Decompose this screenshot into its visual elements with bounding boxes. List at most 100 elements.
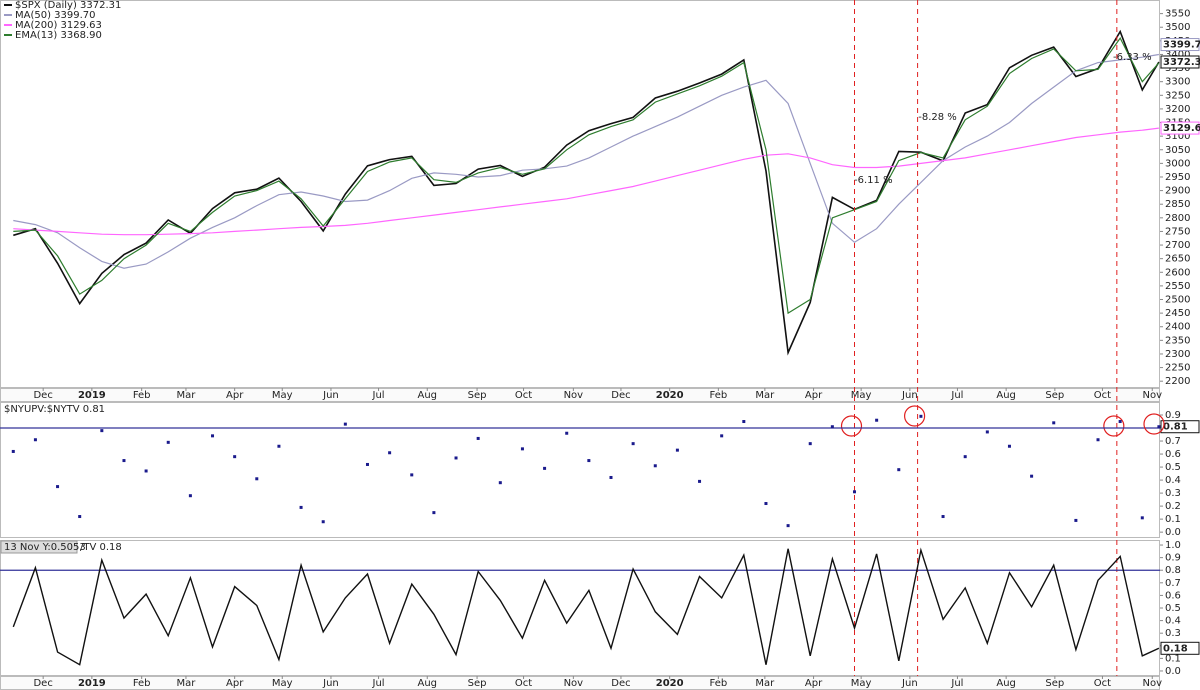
dot xyxy=(11,449,15,453)
dot xyxy=(830,425,834,429)
last-value-box xyxy=(1160,38,1200,52)
last-value-label: 0.18 xyxy=(1163,643,1188,654)
dot xyxy=(78,515,82,519)
panel-title: /TV 0.18 xyxy=(80,542,122,553)
panel-frame xyxy=(0,0,1160,388)
crosshair-label: 13 Nov Y:0.5053 xyxy=(4,542,86,553)
y-tick-label: 1.0 xyxy=(1165,540,1181,551)
x-tick-label: Sep xyxy=(1045,678,1064,689)
dot xyxy=(476,436,480,440)
dot xyxy=(963,455,967,459)
x-tick-label: Sep xyxy=(468,390,487,401)
y-tick-label: 2400 xyxy=(1165,322,1190,333)
x-tick-label: Jul xyxy=(372,678,385,689)
x-tick-label: Oct xyxy=(515,390,532,401)
dot xyxy=(211,434,215,438)
x-tick-label: Aug xyxy=(996,678,1016,689)
x-tick-label: Feb xyxy=(133,678,151,689)
highlight-circle xyxy=(1143,413,1165,435)
dot xyxy=(343,422,347,426)
x-tick-label: Mar xyxy=(177,390,197,401)
dot xyxy=(675,448,679,452)
y-tick-label: 2850 xyxy=(1165,199,1190,210)
x-tick-label: 2019 xyxy=(78,390,106,401)
dot xyxy=(454,456,458,460)
dot xyxy=(166,440,170,444)
y-tick-label: 2600 xyxy=(1165,267,1190,278)
y-tick-label: 3100 xyxy=(1165,131,1190,142)
dot xyxy=(520,447,524,451)
dot xyxy=(56,485,60,489)
x-tick-label: Dec xyxy=(611,678,630,689)
dot xyxy=(897,468,901,472)
x-tick-label: Mar xyxy=(755,390,775,401)
last-value-label: 3399.70 xyxy=(1163,40,1200,51)
y-tick-label: 3500 xyxy=(1165,22,1190,33)
dot xyxy=(698,479,702,483)
y-tick-label: 0.4 xyxy=(1165,616,1181,627)
x-tick-label: Apr xyxy=(805,678,823,689)
x-tick-label: Oct xyxy=(1094,390,1111,401)
series-line xyxy=(12,547,1160,666)
x-axis-band xyxy=(0,388,1160,402)
dot xyxy=(919,414,923,418)
x-tick-label: Aug xyxy=(417,390,437,401)
dot xyxy=(122,459,126,463)
series-line xyxy=(13,36,1160,315)
dot xyxy=(1074,518,1078,522)
x-tick-label: Aug xyxy=(417,678,437,689)
dot xyxy=(875,418,879,422)
dot xyxy=(985,430,989,434)
x-tick-label: Apr xyxy=(226,678,244,689)
x-tick-label: May xyxy=(851,390,872,401)
y-tick-label: 0.4 xyxy=(1165,475,1181,486)
y-tick-label: 0.6 xyxy=(1165,590,1181,601)
x-tick-label: Dec xyxy=(33,390,52,401)
y-tick-label: 2300 xyxy=(1165,349,1190,360)
crosshair-box xyxy=(0,540,78,554)
x-tick-label: Apr xyxy=(805,390,823,401)
dot xyxy=(786,524,790,528)
x-tick-label: Mar xyxy=(177,678,197,689)
dot xyxy=(808,442,812,446)
y-tick-label: 3050 xyxy=(1165,145,1190,156)
y-tick-label: 0.5 xyxy=(1165,603,1181,614)
y-tick-label: 2350 xyxy=(1165,335,1190,346)
x-tick-label: Nov xyxy=(1142,390,1162,401)
y-tick-label: 3000 xyxy=(1165,158,1190,169)
highlight-circle xyxy=(1103,415,1125,437)
y-tick-label: 2250 xyxy=(1165,363,1190,374)
highlight-circle xyxy=(840,415,863,437)
dot xyxy=(543,466,547,470)
dot xyxy=(100,429,104,433)
dot xyxy=(1118,420,1122,424)
y-tick-label: 2750 xyxy=(1165,226,1190,237)
legend-label: MA(50) 3399.70 xyxy=(15,10,96,21)
x-tick-label: Nov xyxy=(564,390,584,401)
x-tick-label: Jun xyxy=(901,390,918,401)
dot xyxy=(941,515,945,519)
y-tick-label: 2550 xyxy=(1165,281,1190,292)
last-value-box xyxy=(1160,641,1200,655)
y-tick-label: 2900 xyxy=(1165,186,1190,197)
y-tick-label: 2200 xyxy=(1165,376,1190,387)
x-tick-label: Jul xyxy=(950,678,963,689)
dot xyxy=(299,505,303,509)
legend-label: EMA(13) 3368.90 xyxy=(15,30,102,41)
y-tick-label: 0.7 xyxy=(1165,436,1181,447)
dot xyxy=(764,502,768,506)
panel-frame xyxy=(0,402,1160,538)
x-tick-label: Nov xyxy=(564,678,584,689)
y-tick-label: 0.5 xyxy=(1165,462,1181,473)
y-tick-label: 3550 xyxy=(1165,9,1190,20)
last-value-label: 0.81 xyxy=(1163,422,1188,433)
x-tick-label: Jun xyxy=(322,390,339,401)
y-tick-label: 0.0 xyxy=(1165,527,1181,538)
y-tick-label: 2700 xyxy=(1165,240,1190,251)
y-tick-label: 3400 xyxy=(1165,49,1190,60)
panel-frame xyxy=(0,540,1160,676)
last-value-label: 3129.63 xyxy=(1163,123,1200,134)
dot xyxy=(1052,421,1056,425)
x-tick-label: Apr xyxy=(226,390,244,401)
